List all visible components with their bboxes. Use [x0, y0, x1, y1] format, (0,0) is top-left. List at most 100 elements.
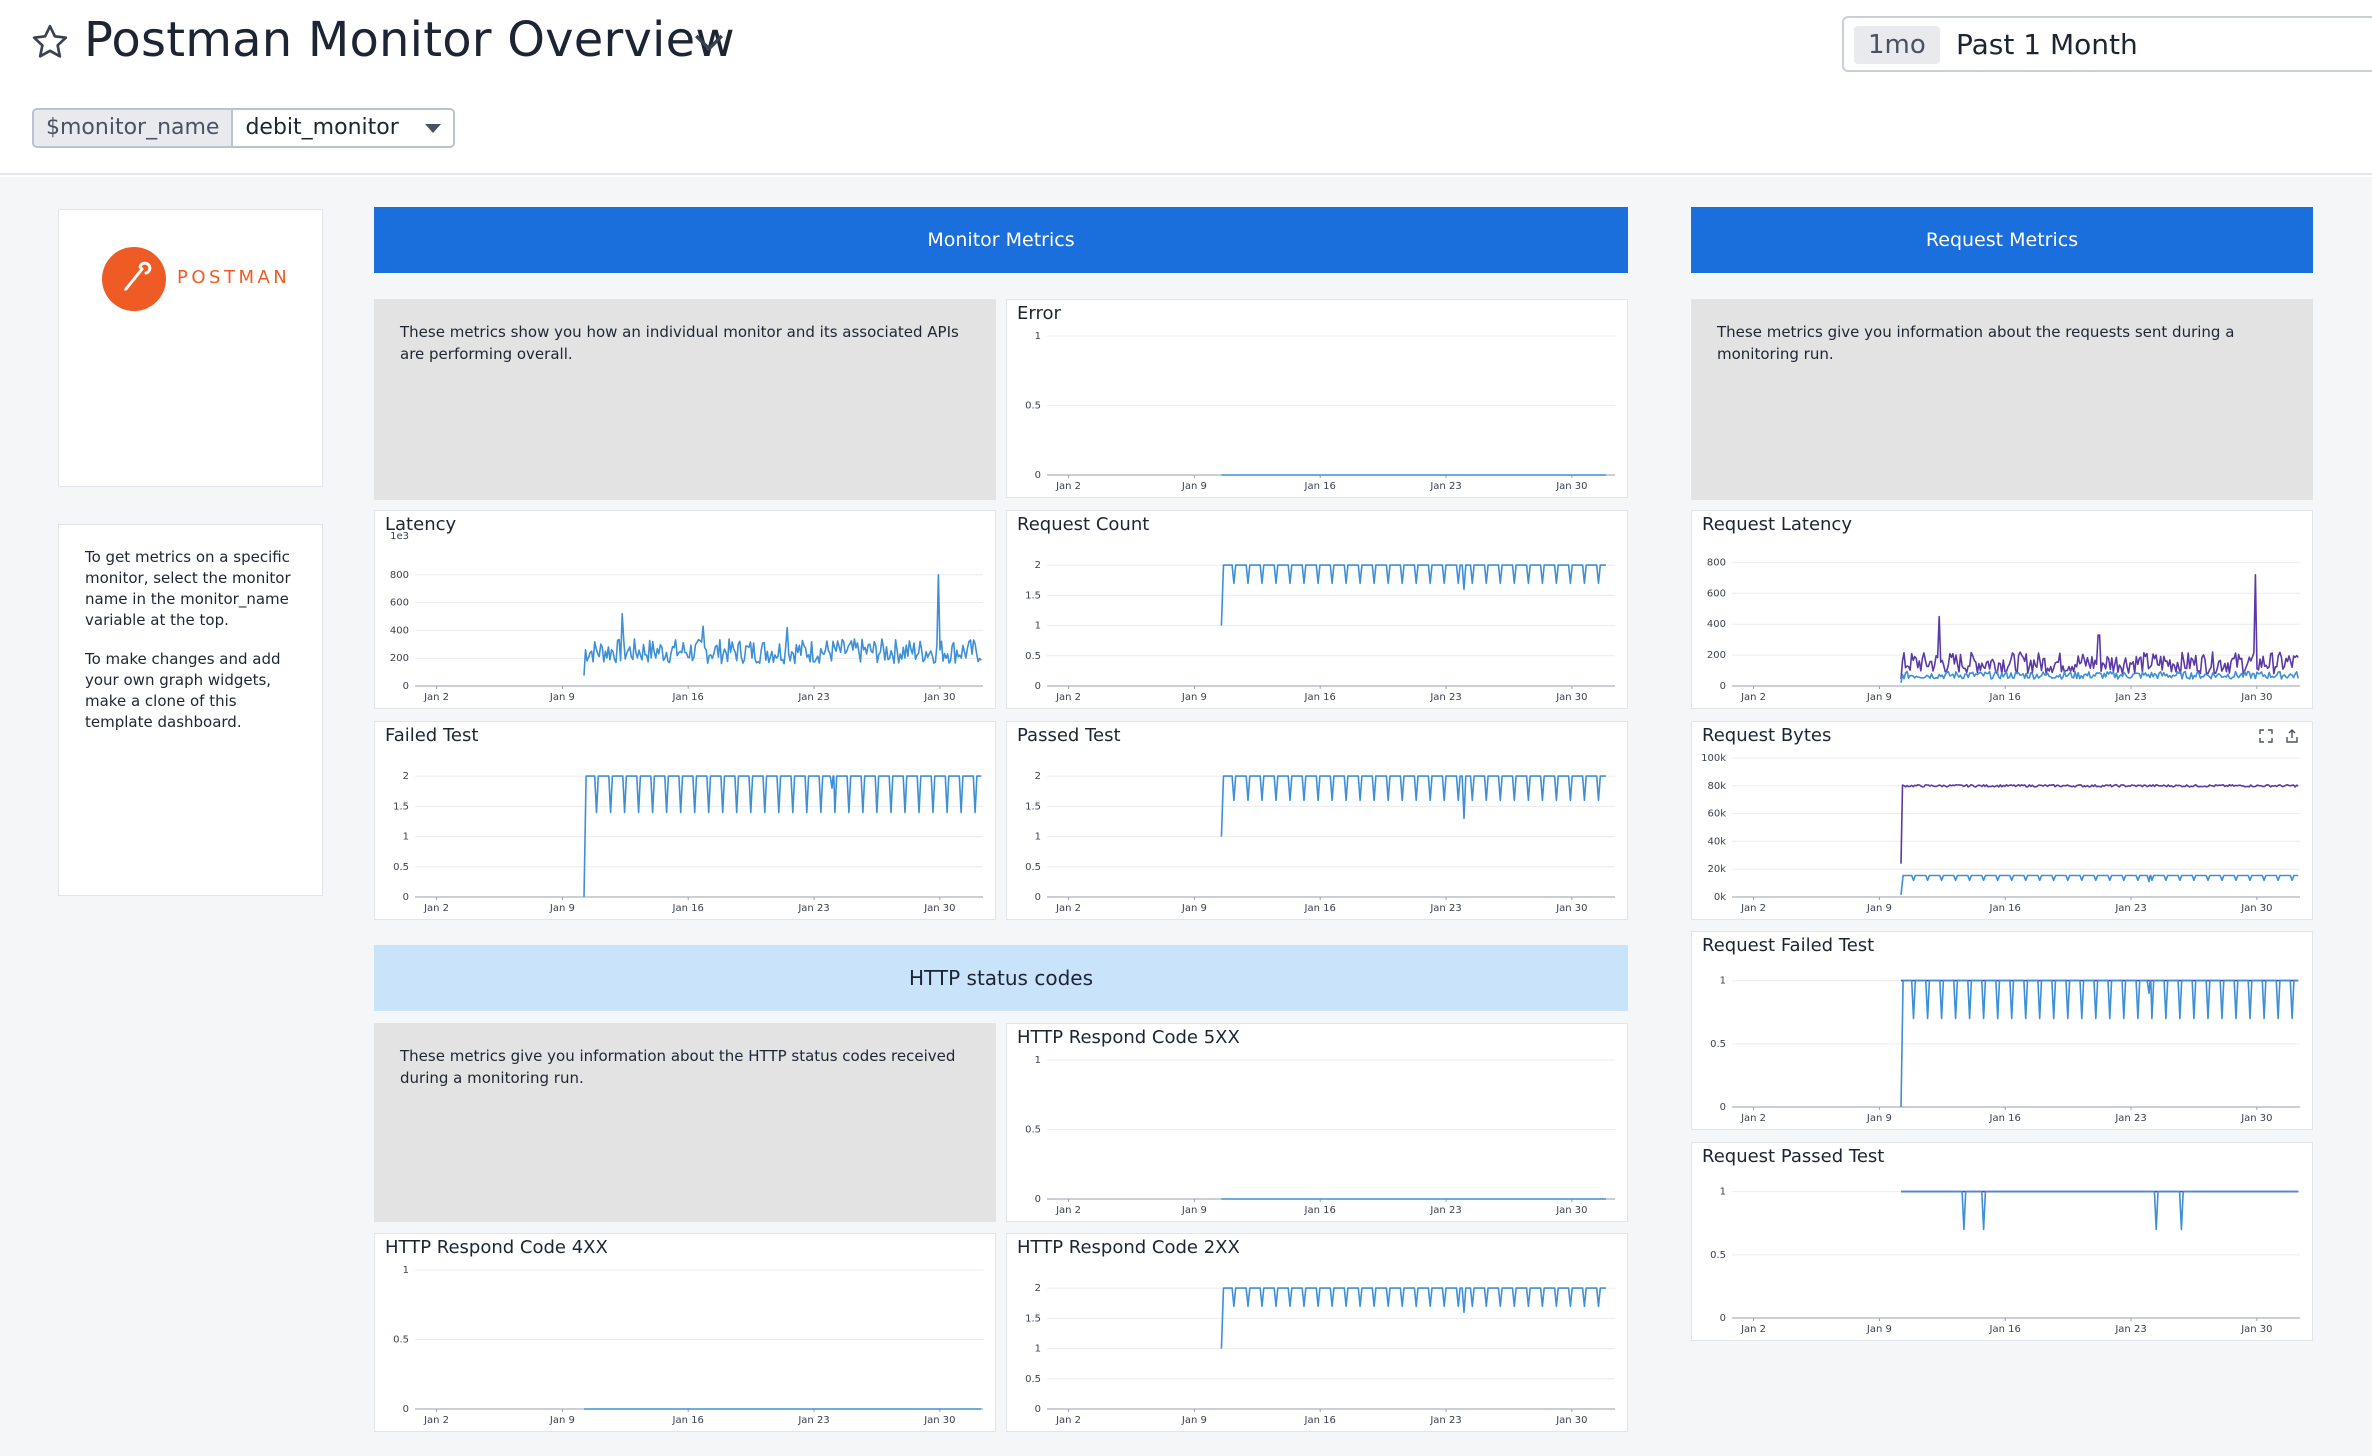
widget-request-bytes[interactable]: Request Bytes 0k 20k 40k 60k 80k 100k Jan 2 Jan…	[1691, 721, 2313, 920]
x-tick-label: Jan 9	[1181, 1205, 1207, 1216]
x-tick-label: Jan 2	[1055, 481, 1081, 492]
y-tick-label: 1	[1720, 1187, 1726, 1198]
series-line	[1220, 1287, 1606, 1349]
x-tick-label: Jan 16	[1304, 1415, 1336, 1426]
widget-title: Request Count	[1017, 514, 1150, 535]
y-tick-label: 800	[1707, 557, 1726, 568]
y-tick-label: 2	[1035, 560, 1041, 571]
widget-passed-test[interactable]: Passed Test 0 0.5 1 1.5 2 Jan 2 Jan 9 Jan 16 Jan…	[1006, 721, 1628, 920]
x-tick-label: Jan 16	[672, 1415, 704, 1426]
y-tick-label: 1	[1035, 1344, 1041, 1355]
note-monitor-metrics: These metrics show you how an individual…	[374, 299, 996, 500]
y-tick-label: 1	[1035, 331, 1041, 342]
x-tick-label: Jan 23	[1429, 903, 1461, 914]
y-tick-label: 0.5	[1025, 401, 1041, 412]
series-line	[1901, 1190, 2299, 1231]
y-tick-label: 60k	[1707, 809, 1726, 820]
x-tick-label: Jan 23	[2114, 1324, 2146, 1335]
x-tick-label: Jan 23	[2114, 1113, 2146, 1124]
chart-svg: 0 0.5 1 Jan 2 Jan 9 Jan 16 Jan 23 Jan 30	[1025, 1055, 1615, 1216]
y-tick-label: 100k	[1701, 753, 1726, 764]
x-tick-label: Jan 9	[1866, 1113, 1892, 1124]
x-tick-label: Jan 9	[549, 1415, 575, 1426]
x-tick-label: Jan 30	[923, 903, 955, 914]
series-line	[583, 574, 982, 676]
time-range-selector[interactable]: 1mo Past 1 Month	[1842, 16, 2372, 72]
widget-title: Request Latency	[1702, 514, 1852, 535]
x-tick-label: Jan 16	[1989, 903, 2021, 914]
x-tick-label: Jan 9	[1866, 692, 1892, 703]
chart-svg: 0 200 400 600 800 1e3 Jan 2 Jan 9 Jan 16 Jan 23 Ja…	[390, 531, 983, 703]
x-tick-label: Jan 9	[1866, 903, 1892, 914]
widget-title: Error	[1017, 303, 1061, 324]
y-tick-label: 1	[403, 1265, 409, 1276]
y-unit-label: 1e3	[390, 531, 409, 542]
x-tick-label: Jan 9	[1181, 903, 1207, 914]
chart-svg: 0 0.5 1 1.5 2 Jan 2 Jan 9 Jan 16 Jan 23 Jan 30	[1025, 1283, 1615, 1426]
note-request-metrics: These metrics give you information about…	[1691, 299, 2313, 500]
x-tick-label: Jan 16	[1989, 692, 2021, 703]
y-tick-label: 0.5	[1025, 651, 1041, 662]
widget-error[interactable]: Error 0 0.5 1 Jan 2 Jan 9 Jan 16 Jan 23 Jan 30	[1006, 299, 1628, 498]
x-tick-label: Jan 2	[1740, 1324, 1766, 1335]
x-tick-label: Jan 30	[923, 692, 955, 703]
widget-http-4xx[interactable]: HTTP Respond Code 4XX 0 0.5 1 Jan 2 Jan 9 Jan…	[374, 1233, 996, 1432]
y-tick-label: 600	[390, 598, 409, 609]
variable-name: $monitor_name	[34, 110, 234, 146]
time-range-pill: 1mo	[1854, 26, 1940, 64]
help-note-paragraph: To get metrics on a specific monitor, se…	[85, 548, 291, 629]
y-tick-label: 1.5	[393, 801, 409, 812]
x-tick-label: Jan 16	[1304, 481, 1336, 492]
x-tick-label: Jan 30	[1555, 481, 1587, 492]
x-tick-label: Jan 23	[797, 1415, 829, 1426]
x-tick-label: Jan 23	[797, 903, 829, 914]
x-tick-label: Jan 30	[2240, 1324, 2272, 1335]
widget-request-passed-test[interactable]: Request Passed Test 0 0.5 1 Jan 2 Jan 9 Jan 1…	[1691, 1142, 2313, 1341]
y-tick-label: 1	[1035, 832, 1041, 843]
x-tick-label: Jan 16	[1989, 1113, 2021, 1124]
y-tick-label: 1.5	[1025, 1313, 1041, 1324]
widget-http-5xx[interactable]: HTTP Respond Code 5XX 0 0.5 1 Jan 2 Jan 9 Jan…	[1006, 1023, 1628, 1222]
chevron-down-icon[interactable]	[692, 28, 726, 58]
time-range-label: Past 1 Month	[1956, 28, 2138, 61]
rocket-icon	[124, 261, 152, 291]
widget-failed-test[interactable]: Failed Test 0 0.5 1 1.5 2 Jan 2 Jan 9 Jan 16 Jan…	[374, 721, 996, 920]
share-icon[interactable]	[2284, 728, 2300, 744]
series-line	[1220, 564, 1606, 626]
y-tick-label: 1.5	[1025, 801, 1041, 812]
y-tick-label: 2	[403, 771, 409, 782]
widget-request-failed-test[interactable]: Request Failed Test 0 0.5 1 Jan 2 Jan 9 Jan 1…	[1691, 931, 2313, 1130]
star-icon[interactable]	[30, 22, 70, 62]
widget-title: Latency	[385, 514, 457, 535]
x-tick-label: Jan 23	[797, 692, 829, 703]
y-tick-label: 800	[390, 570, 409, 581]
chart-svg: 0k 20k 40k 60k 80k 100k Jan 2 Jan 9 Jan 16 Jan 23…	[1701, 753, 2300, 914]
template-variable[interactable]: $monitor_name debit_monitor	[32, 108, 456, 148]
y-tick-label: 0	[1720, 1102, 1726, 1113]
y-tick-label: 0.5	[1025, 862, 1041, 873]
x-tick-label: Jan 16	[672, 903, 704, 914]
expand-icon[interactable]	[2258, 728, 2274, 744]
y-tick-label: 0.5	[1025, 1374, 1041, 1385]
variable-value: debit_monitor	[245, 115, 399, 140]
variable-value-select[interactable]: debit_monitor	[233, 110, 454, 146]
x-tick-label: Jan 2	[423, 1415, 449, 1426]
x-tick-label: Jan 9	[1866, 1324, 1892, 1335]
series-line	[1900, 670, 2299, 683]
widget-request-count[interactable]: Request Count 0 0.5 1 1.5 2 Jan 2 Jan 9 Jan 16 J…	[1006, 510, 1628, 709]
x-tick-label: Jan 16	[1304, 692, 1336, 703]
widget-latency[interactable]: Latency 0 200 400 600 800 1e3 Jan 2 Jan 9 Jan 16…	[374, 510, 996, 709]
x-tick-label: Jan 30	[923, 1415, 955, 1426]
x-tick-label: Jan 16	[1304, 903, 1336, 914]
widget-request-latency[interactable]: Request Latency 0 200 400 600 800 Jan 2 Jan 9 J…	[1691, 510, 2313, 709]
caret-down-icon	[425, 124, 442, 133]
widget-title: Passed Test	[1017, 725, 1121, 746]
x-tick-label: Jan 9	[1181, 1415, 1207, 1426]
postman-logo-icon	[102, 247, 166, 311]
chart-svg: 0 0.5 1 Jan 2 Jan 9 Jan 16 Jan 23 Jan 30	[1710, 1187, 2300, 1335]
widget-http-2xx[interactable]: HTTP Respond Code 2XX 0 0.5 1 1.5 2 Jan 2 Jan …	[1006, 1233, 1628, 1432]
widget-title: HTTP Respond Code 4XX	[385, 1237, 608, 1258]
series-line	[1900, 979, 2299, 1108]
widget-title: Failed Test	[385, 725, 479, 746]
x-tick-label: Jan 23	[1429, 1415, 1461, 1426]
